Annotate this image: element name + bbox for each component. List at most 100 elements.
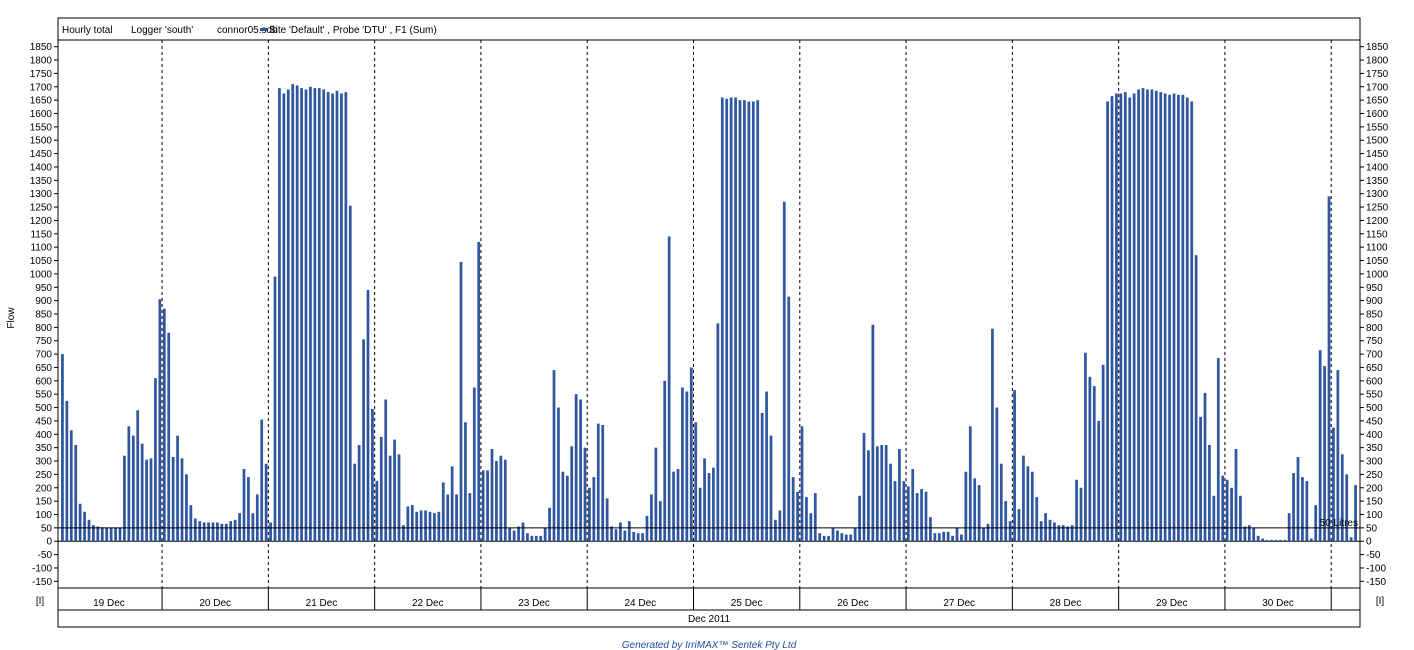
bar <box>1084 352 1087 542</box>
bar <box>185 474 188 542</box>
y-tick-label-left: 1500 <box>30 136 53 147</box>
bar <box>610 526 613 542</box>
bar <box>1208 444 1211 542</box>
bar <box>1048 519 1052 542</box>
bar <box>880 444 884 542</box>
bar <box>889 463 892 542</box>
bar <box>379 436 383 542</box>
y-tick-label-left: 700 <box>35 350 52 361</box>
bar <box>313 88 317 542</box>
bar <box>309 86 312 542</box>
bar <box>247 477 250 542</box>
bar <box>1185 97 1189 542</box>
bar <box>1101 364 1105 542</box>
y-tick-label-right: 450 <box>1366 416 1383 427</box>
bar <box>1292 473 1295 542</box>
bar <box>765 391 768 542</box>
y-tick-label-right: 1150 <box>1366 229 1388 240</box>
bar <box>278 88 281 542</box>
bar <box>884 444 888 542</box>
bar <box>189 505 193 542</box>
bar <box>734 97 737 542</box>
bar <box>1301 477 1304 542</box>
y-tick-label-left: 300 <box>35 457 52 468</box>
bar <box>929 517 932 542</box>
x-tick-label: 20 Dec <box>199 598 231 609</box>
bar <box>548 507 551 542</box>
bar <box>543 527 547 542</box>
bar <box>100 527 104 542</box>
y-axis-left: -150 -100 -50 0 50 100 150 200 250 300 350 400 450 50… <box>30 42 58 588</box>
bar <box>650 494 653 542</box>
bar <box>818 533 822 542</box>
bar <box>937 533 941 542</box>
reference-line-label: 50 Litres <box>1320 518 1358 529</box>
y-tick-label-right: 50 <box>1366 523 1378 534</box>
y-tick-label-left: 900 <box>35 296 52 307</box>
bar <box>1039 521 1043 542</box>
bar <box>508 527 512 542</box>
bar <box>499 455 503 542</box>
bar <box>942 531 946 542</box>
bar <box>836 530 839 542</box>
bar <box>1066 526 1070 542</box>
bar <box>1314 505 1318 542</box>
y-tick-label-left: 1400 <box>30 162 53 173</box>
bar <box>601 424 605 542</box>
bar <box>619 522 622 542</box>
bar <box>681 387 684 542</box>
bar <box>74 444 78 542</box>
bar <box>220 523 224 542</box>
bar <box>344 92 348 542</box>
bar <box>1256 535 1260 542</box>
bar <box>614 529 618 542</box>
bar <box>632 531 636 542</box>
bar <box>1008 521 1012 542</box>
bar <box>340 93 343 542</box>
bar <box>486 470 489 542</box>
bar <box>441 482 445 542</box>
bar <box>1146 89 1149 542</box>
bar <box>902 481 906 542</box>
bar <box>419 510 423 542</box>
bar <box>154 378 157 542</box>
bar <box>769 435 773 542</box>
axis-end-label-right: [I] <box>1376 596 1385 607</box>
bar <box>1115 93 1118 542</box>
y-tick-label-left: 100 <box>35 510 52 521</box>
bar <box>1216 358 1220 542</box>
bar <box>729 97 733 542</box>
y-tick-label-right: 950 <box>1366 283 1383 294</box>
bar <box>1336 370 1340 542</box>
bar <box>216 522 219 542</box>
bar <box>787 296 791 542</box>
y-tick-label-right: -150 <box>1366 577 1386 588</box>
bar <box>743 100 746 542</box>
y-tick-label-right: -50 <box>1366 550 1381 561</box>
bar <box>893 481 897 542</box>
bar <box>477 241 481 542</box>
bar <box>202 522 206 542</box>
bar <box>1234 448 1238 542</box>
bar <box>955 527 959 542</box>
y-tick-label-right: 200 <box>1366 483 1383 494</box>
x-axis-month-label: Dec 2011 <box>688 614 731 625</box>
bar <box>1340 454 1344 542</box>
y-tick-label-right: 1450 <box>1366 149 1389 160</box>
y-tick-label-right: 650 <box>1366 363 1383 374</box>
bar <box>853 527 857 542</box>
bar <box>1163 93 1167 542</box>
bar <box>446 494 450 542</box>
bar <box>273 276 277 542</box>
bar <box>1327 196 1331 542</box>
bar <box>605 498 609 542</box>
bar <box>105 527 109 542</box>
bar <box>291 84 295 542</box>
bar <box>1252 527 1256 542</box>
y-tick-label-left: 1300 <box>30 189 53 200</box>
bar <box>920 489 923 542</box>
bar <box>260 419 264 542</box>
bar <box>1141 88 1145 542</box>
bar <box>751 101 755 542</box>
bar <box>455 494 458 542</box>
